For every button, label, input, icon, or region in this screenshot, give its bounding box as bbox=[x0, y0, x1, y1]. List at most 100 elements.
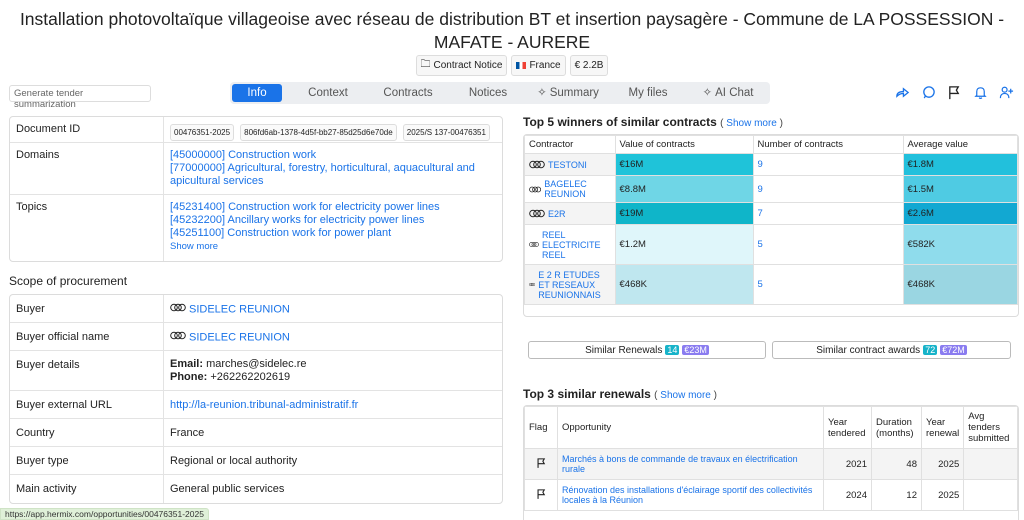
winner-count: 5 bbox=[752, 264, 904, 305]
winner-count: 7 bbox=[752, 202, 904, 225]
topics-values: [45231400] Construction work for electri… bbox=[164, 195, 502, 261]
domain-link[interactable]: [77000000] Agricultural, forestry, horti… bbox=[170, 162, 475, 187]
winner-average: €468K bbox=[902, 264, 1018, 305]
action-bar bbox=[894, 84, 1014, 100]
comment-icon[interactable] bbox=[920, 84, 936, 100]
winner-average: €1.5M bbox=[902, 175, 1018, 203]
official-name-link[interactable]: SIDELEC REUNION bbox=[189, 331, 290, 344]
id-chip[interactable]: 00476351-2025 bbox=[170, 124, 235, 141]
winners-title: Top 5 winners of similar contracts ( Sho… bbox=[523, 115, 783, 129]
winner-count-link[interactable]: 7 bbox=[757, 208, 763, 219]
winner-name[interactable]: REEL ELECTRICITE REEL bbox=[541, 229, 601, 260]
topics-show-more[interactable]: Show more bbox=[170, 241, 219, 252]
france-flag-icon bbox=[516, 62, 527, 69]
topic-link[interactable]: [45251100] Construction work for power p… bbox=[170, 227, 392, 239]
generate-summary-button[interactable]: Generate tender summarization bbox=[9, 85, 151, 110]
buyer-label: Buyer bbox=[10, 295, 164, 322]
winner-count-link[interactable]: 9 bbox=[757, 159, 763, 170]
company-icon bbox=[170, 303, 186, 316]
col-value: Value of contracts bbox=[614, 135, 754, 154]
renewal-year-renewal: 2025 bbox=[920, 448, 965, 480]
similar-renewals-button[interactable]: Similar Renewals 14 €23M bbox=[528, 341, 766, 359]
tab-summary[interactable]: ✧ Summary bbox=[528, 84, 608, 102]
buyer-type-value: Regional or local authority bbox=[170, 455, 298, 467]
renewal-opportunity-link[interactable]: Marchés à bons de commande de travaux en… bbox=[562, 454, 798, 474]
bell-icon[interactable] bbox=[972, 84, 988, 100]
share-icon[interactable] bbox=[894, 84, 910, 100]
domains-row: Domains [45000000] Construction work [77… bbox=[10, 143, 502, 195]
winner-contractor[interactable]: REEL ELECTRICITE REEL bbox=[524, 224, 616, 265]
tab-notices[interactable]: Notices bbox=[468, 87, 508, 99]
winner-contractor[interactable]: TESTONI bbox=[524, 153, 616, 176]
topic-link[interactable]: [45231400] Construction work for electri… bbox=[170, 201, 440, 213]
winners-show-more[interactable]: Show more bbox=[726, 118, 777, 129]
buyer-row: Buyer SIDELEC REUNION bbox=[10, 295, 502, 323]
winner-name[interactable]: TESTONI bbox=[548, 159, 587, 170]
page-title: Installation photovoltaïque villageoise … bbox=[19, 9, 1005, 52]
id-chip[interactable]: 2025/S 137-00476351 bbox=[402, 124, 490, 141]
buyer-link[interactable]: SIDELEC REUNION bbox=[189, 303, 290, 316]
similar-renewals-count: 14 bbox=[665, 345, 680, 355]
winner-average: €2.6M bbox=[902, 202, 1018, 225]
sparkle-icon: ✧ bbox=[537, 87, 547, 99]
main-activity-row: Main activity General public services bbox=[10, 475, 502, 503]
renewal-opportunity[interactable]: Rénovation des installations d'éclairage… bbox=[557, 479, 824, 511]
winner-count-link[interactable]: 9 bbox=[757, 183, 763, 195]
domains-values: [45000000] Construction work [77000000] … bbox=[164, 143, 502, 194]
renewals-title-text: Top 3 similar renewals bbox=[523, 387, 651, 401]
winner-count-link[interactable]: 5 bbox=[757, 279, 763, 290]
tab-my-files[interactable]: My files bbox=[628, 87, 668, 99]
winner-contractor[interactable]: E 2 R ETUDES ET RESEAUX REUNIONNAIS bbox=[524, 264, 616, 305]
winner-name[interactable]: E2R bbox=[548, 208, 566, 219]
buyer-details-value: Email: marches@sidelec.re Phone: +262262… bbox=[164, 351, 502, 390]
company-icon bbox=[529, 186, 542, 192]
tab-context[interactable]: Context bbox=[308, 87, 348, 99]
winner-value: €19M bbox=[614, 202, 754, 225]
similar-renewals-label: Similar Renewals bbox=[585, 344, 663, 356]
buyer-url-value: http://la-reunion.tribunal-administratif… bbox=[164, 391, 502, 418]
add-user-icon[interactable] bbox=[998, 84, 1014, 100]
notice-type: Contract Notice bbox=[433, 60, 503, 71]
flag-icon[interactable] bbox=[946, 84, 962, 100]
tab-ai-chat[interactable]: ✧ AI Chat bbox=[688, 84, 768, 102]
col-year-tendered: Year tendered bbox=[823, 406, 872, 449]
phone-label: Phone: bbox=[170, 371, 208, 383]
winner-row: E 2 R ETUDES ET RESEAUX REUNIONNAIS €468K… bbox=[524, 264, 1018, 305]
official-name-label: Buyer official name bbox=[10, 323, 164, 350]
winner-contractor[interactable]: E2R bbox=[524, 202, 616, 225]
buyer-url-link[interactable]: http://la-reunion.tribunal-administratif… bbox=[170, 399, 359, 411]
country-row: Country France bbox=[10, 419, 502, 447]
folder-icon: 🗀 bbox=[420, 59, 431, 70]
scope-table: Buyer SIDELEC REUNION Buyer official nam… bbox=[9, 294, 503, 504]
id-chip[interactable]: 806fd6ab-1378-4d5f-bb27-85d25d6e70de bbox=[240, 124, 397, 141]
company-icon bbox=[170, 331, 186, 344]
phone-value: +262262202619 bbox=[210, 371, 291, 383]
winner-count-link[interactable]: 5 bbox=[757, 239, 763, 250]
similar-awards-button[interactable]: Similar contract awards 72 €72M bbox=[772, 341, 1011, 359]
company-icon bbox=[529, 283, 536, 286]
winner-name[interactable]: E 2 R ETUDES ET RESEAUX REUNIONNAIS bbox=[538, 269, 601, 300]
official-name-value: SIDELEC REUNION bbox=[164, 323, 502, 350]
buyer-url-label: Buyer external URL bbox=[10, 391, 164, 418]
value-badge: € 2.2B bbox=[569, 55, 609, 76]
renewals-show-more[interactable]: Show more bbox=[660, 390, 711, 401]
topic-link[interactable]: [45232200] Ancillary works for electrici… bbox=[170, 214, 425, 226]
topics-row: Topics [45231400] Construction work for … bbox=[10, 195, 502, 261]
renewal-flag[interactable] bbox=[524, 448, 558, 480]
buyer-type-label: Buyer type bbox=[10, 447, 164, 474]
renewal-flag[interactable] bbox=[524, 479, 558, 511]
main-activity-value: General public services bbox=[170, 483, 285, 495]
winner-contractor[interactable]: BAGELEC REUNION bbox=[524, 175, 616, 203]
tab-info[interactable]: Info bbox=[232, 84, 282, 102]
domain-link[interactable]: [45000000] Construction work bbox=[170, 149, 317, 161]
winner-row: BAGELEC REUNION €8.8M 9 €1.5M bbox=[524, 175, 1018, 203]
winner-count: 5 bbox=[752, 224, 904, 265]
tab-contracts[interactable]: Contracts bbox=[383, 87, 433, 99]
winner-name[interactable]: BAGELEC REUNION bbox=[544, 179, 587, 199]
renewal-year: 2021 bbox=[823, 448, 872, 480]
renewal-opportunity[interactable]: Marchés à bons de commande de travaux en… bbox=[557, 448, 824, 480]
renewal-row: Marchés à bons de commande de travaux en… bbox=[524, 448, 1018, 480]
winner-value: €1.2M bbox=[614, 224, 754, 265]
country-value: France bbox=[170, 427, 205, 439]
renewal-opportunity-link[interactable]: Rénovation des installations d'éclairage… bbox=[562, 485, 813, 505]
